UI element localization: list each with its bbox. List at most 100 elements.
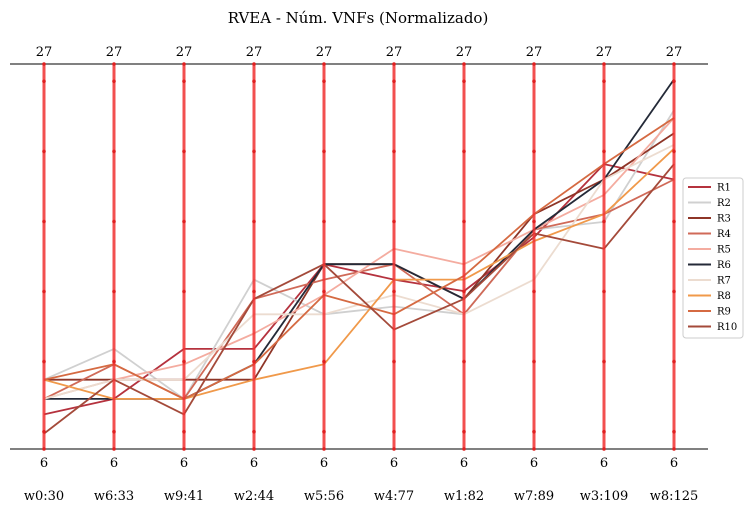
axis-tick-mark [532, 79, 536, 84]
axis-tick-mark [252, 149, 256, 154]
axis-tick-mark [322, 62, 326, 66]
axis-top-label: 27 [456, 45, 473, 60]
axis-bottom-label: 6 [40, 456, 48, 471]
axis-tick-mark [322, 79, 326, 84]
legend-label-r9: R9 [717, 307, 731, 318]
axis-bottom-label: 6 [530, 456, 538, 471]
axis-tick-mark [672, 447, 676, 451]
axis-top-label: 27 [106, 45, 123, 60]
axis-tick-mark [602, 289, 606, 294]
axis-tick-mark [392, 79, 396, 84]
axis-tick-mark [602, 219, 606, 224]
axis-tick-mark [182, 429, 186, 434]
axis-name-label: w5:56 [304, 489, 344, 504]
axis-name-label: w2:44 [234, 489, 274, 504]
axis-tick-mark [672, 429, 676, 434]
axis-tick-mark [392, 289, 396, 294]
series-line-r5 [43, 117, 675, 400]
axis-tick-mark [182, 62, 186, 66]
axis-tick-mark [182, 149, 186, 154]
axis-tick-mark [252, 219, 256, 224]
legend-label-r5: R5 [717, 245, 731, 256]
axis-tick-mark [602, 429, 606, 434]
axis-tick-mark [42, 289, 46, 294]
axis-bottom-label: 6 [390, 456, 398, 471]
legend-label-r10: R10 [717, 322, 737, 333]
axis-tick-mark [252, 289, 256, 294]
axis-tick-mark [672, 289, 676, 294]
axis-tick-mark [42, 62, 46, 66]
axis-tick-mark [462, 79, 466, 84]
axis-tick-mark [112, 359, 116, 364]
axis-name-label: w6:33 [94, 489, 134, 504]
axis-bottom-label: 6 [670, 456, 678, 471]
axis-bottom-label: 6 [600, 456, 608, 471]
axis-tick-mark [42, 79, 46, 84]
axis-tick-mark [672, 62, 676, 66]
axis-tick-mark [462, 219, 466, 224]
series-line-r3 [44, 132, 675, 381]
axis-top-label: 27 [316, 45, 333, 60]
axis-tick-mark [532, 359, 536, 364]
axis-tick-mark [112, 447, 116, 451]
axis-bottom-label: 6 [250, 456, 258, 471]
axis-tick-mark [182, 79, 186, 84]
axis-tick-mark [182, 447, 186, 451]
axis-tick-mark [112, 79, 116, 84]
axis-name-label: w4:77 [374, 489, 414, 504]
axes-layer [42, 62, 676, 451]
axis-tick-mark [602, 79, 606, 84]
plot-frame [10, 63, 708, 450]
series-line-r8 [43, 148, 675, 400]
axis-tick-mark [462, 447, 466, 451]
series-line-r2 [43, 109, 675, 400]
legend-label-r6: R6 [717, 260, 731, 271]
axis-tick-mark [392, 62, 396, 66]
axis-tick-mark [252, 62, 256, 66]
legend-label-r7: R7 [717, 276, 731, 287]
axis-tick-mark [672, 359, 676, 364]
axis-tick-mark [42, 149, 46, 154]
axis-tick-mark [532, 149, 536, 154]
legend-label-r1: R1 [717, 183, 731, 194]
axis-name-label: w1:82 [444, 489, 484, 504]
axis-top-label: 27 [36, 45, 53, 60]
axis-tick-mark [182, 289, 186, 294]
axis-tick-mark [532, 219, 536, 224]
series-line-r6 [44, 78, 675, 400]
axis-tick-mark [252, 429, 256, 434]
axis-tick-mark [392, 359, 396, 364]
axis-name-label: w8:125 [650, 489, 699, 504]
axis-tick-mark [392, 447, 396, 451]
axis-tick-mark [322, 447, 326, 451]
series-line-r9 [43, 117, 675, 400]
legend-label-r2: R2 [717, 198, 731, 209]
axis-top-label: 27 [666, 45, 683, 60]
axis-top-label: 27 [176, 45, 193, 60]
axis-tick-mark [112, 289, 116, 294]
axis-tick-mark [392, 429, 396, 434]
axis-tick-mark [322, 289, 326, 294]
axis-tick-mark [672, 149, 676, 154]
axis-tick-mark [42, 429, 46, 434]
axis-top-label: 27 [386, 45, 403, 60]
axis-tick-mark [462, 62, 466, 66]
series-layer [43, 78, 675, 435]
axis-tick-mark [42, 447, 46, 451]
axis-top-label: 27 [246, 45, 263, 60]
axis-tick-mark [462, 149, 466, 154]
axis-tick-mark [392, 149, 396, 154]
legend-label-r3: R3 [717, 214, 731, 225]
axis-tick-mark [462, 289, 466, 294]
axis-tick-mark [112, 149, 116, 154]
axis-name-label: w3:109 [580, 489, 629, 504]
axis-tick-mark [42, 219, 46, 224]
axis-tick-mark [112, 62, 116, 66]
axis-tick-mark [112, 219, 116, 224]
axis-tick-mark [182, 359, 186, 364]
axis-tick-mark [462, 429, 466, 434]
axis-tick-mark [112, 429, 116, 434]
axis-tick-mark [602, 447, 606, 451]
axis-bottom-label: 6 [110, 456, 118, 471]
